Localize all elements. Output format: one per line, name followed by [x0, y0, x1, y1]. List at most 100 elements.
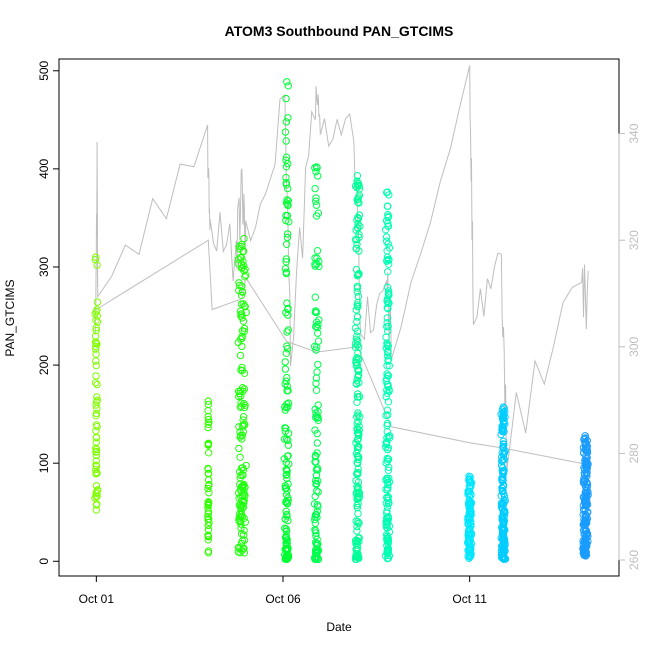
data-point — [235, 279, 243, 287]
data-point — [498, 484, 506, 492]
data-point — [283, 536, 291, 544]
data-point — [236, 453, 244, 461]
data-point — [582, 538, 590, 547]
data-point — [384, 222, 392, 230]
data-point — [92, 361, 101, 370]
data-point — [92, 482, 101, 490]
data-point — [314, 172, 322, 180]
data-point — [498, 487, 507, 496]
data-point — [351, 182, 360, 190]
data-point — [238, 314, 246, 322]
data-point — [312, 529, 320, 537]
data-point — [497, 492, 505, 500]
data-point — [354, 220, 362, 228]
data-point — [498, 553, 506, 562]
data-point — [581, 533, 589, 542]
data-point — [282, 258, 290, 266]
data-point — [312, 168, 320, 176]
data-point — [498, 542, 507, 550]
data-point — [353, 538, 362, 546]
data-point — [311, 513, 319, 521]
data-point — [384, 455, 392, 463]
data-point — [383, 362, 391, 370]
data-point — [313, 540, 321, 548]
data-point — [92, 438, 101, 446]
data-point — [354, 373, 362, 381]
data-point — [283, 240, 291, 249]
data-point — [499, 469, 508, 478]
data-point — [238, 287, 247, 296]
data-point — [383, 188, 392, 196]
data-point — [383, 532, 391, 541]
data-point — [92, 372, 100, 380]
data-point — [311, 519, 319, 527]
data-point — [205, 489, 213, 497]
data-point — [579, 526, 588, 535]
data-point — [383, 247, 391, 255]
data-point — [312, 379, 320, 388]
y-tick-label: 500 — [37, 60, 51, 80]
data-point — [382, 237, 391, 245]
data-point — [353, 240, 361, 249]
data-point — [93, 261, 101, 269]
data-point — [313, 429, 321, 438]
data-point — [282, 465, 290, 474]
data-point — [314, 416, 322, 424]
data-point — [241, 265, 249, 273]
data-point — [499, 464, 507, 472]
data-point — [385, 362, 393, 370]
data-point — [282, 181, 291, 189]
data-point — [351, 343, 360, 351]
data-point — [385, 528, 394, 536]
data-point — [312, 194, 320, 202]
data-point — [353, 527, 361, 535]
data-point — [283, 328, 291, 336]
data-point — [384, 537, 393, 545]
data-point — [353, 172, 362, 180]
data-point — [313, 260, 321, 268]
data-point — [204, 531, 212, 539]
data-point — [204, 420, 213, 428]
data-point — [240, 324, 249, 333]
y-tick-label: 0 — [37, 558, 51, 565]
data-point — [386, 434, 394, 442]
data-point — [240, 385, 249, 393]
y2-tick-label: 260 — [627, 550, 641, 570]
data-point — [282, 377, 290, 385]
data-point — [384, 554, 393, 562]
secondary-connector-line — [96, 239, 586, 465]
data-point — [93, 486, 102, 494]
data-point — [284, 494, 292, 502]
data-point — [283, 382, 291, 390]
data-point — [239, 531, 248, 539]
data-point — [383, 340, 391, 349]
data-point — [282, 94, 290, 103]
data-point — [354, 409, 362, 417]
data-point — [92, 253, 100, 261]
data-point — [312, 346, 320, 354]
data-point — [237, 291, 246, 299]
data-point — [353, 376, 361, 384]
data-point — [312, 197, 320, 205]
data-point — [284, 197, 292, 205]
data-point — [312, 212, 321, 220]
data-point — [384, 290, 393, 299]
data-point — [280, 435, 289, 443]
data-point — [501, 407, 509, 416]
data-point — [240, 234, 248, 243]
data-point — [283, 345, 292, 353]
data-point — [282, 527, 291, 535]
data-point — [312, 471, 321, 480]
data-point — [384, 348, 392, 357]
data-point — [499, 545, 507, 554]
data-point — [353, 446, 362, 454]
point-cluster-9 — [497, 403, 510, 563]
data-point — [581, 432, 589, 440]
data-point — [465, 475, 473, 483]
secondary-trace-line — [95, 65, 589, 470]
points-layer — [91, 78, 592, 563]
data-point — [383, 434, 391, 442]
data-point — [352, 380, 361, 388]
data-point — [467, 522, 475, 530]
